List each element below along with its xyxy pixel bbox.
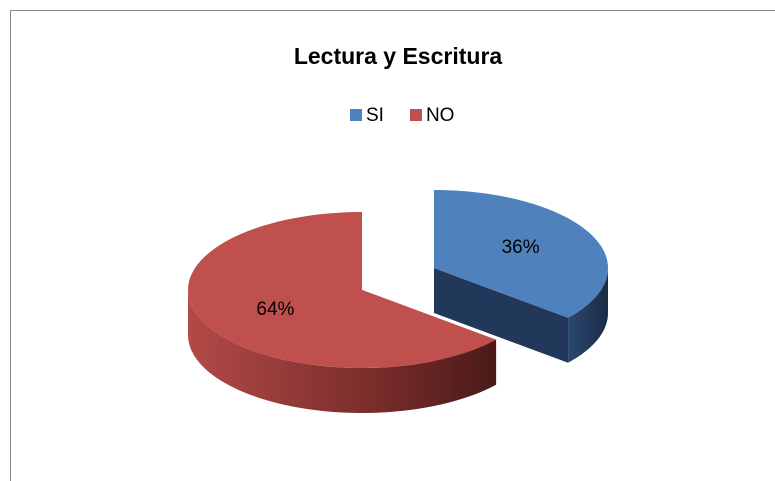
data-label: 36%	[502, 237, 540, 258]
data-label: 64%	[256, 299, 294, 320]
legend: SI NO	[350, 105, 454, 126]
pie: 36% 64%	[188, 190, 608, 413]
legend-swatch	[350, 109, 362, 121]
slice-side	[188, 290, 497, 413]
legend-label: SI	[366, 105, 384, 126]
legend-swatch	[409, 109, 422, 121]
slice	[434, 190, 608, 318]
slice-side	[568, 268, 608, 363]
legend-label: NO	[426, 105, 455, 126]
slice	[188, 212, 497, 368]
chart-title: Lectura y Escritura	[294, 43, 503, 69]
slice-face	[434, 268, 569, 363]
